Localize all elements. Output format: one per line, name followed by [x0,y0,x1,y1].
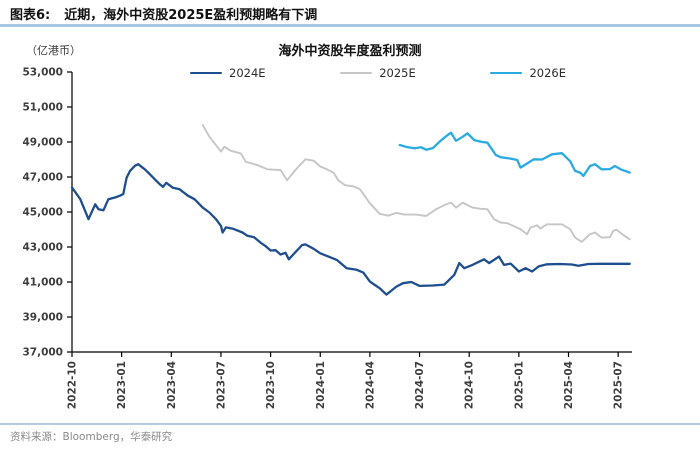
legend-label-2026e: 2026E [529,66,566,80]
series-line-2024E [70,163,631,296]
x-tick-label: 2023-10 [265,361,277,409]
source-note: 资料来源：Bloomberg，华泰研究 [10,431,173,443]
x-tick-label: 2023-01 [116,361,128,409]
legend-swatch-2024e-icon [190,71,222,75]
legend-swatch-2025e-icon [340,71,373,75]
y-tick-label: 41,000 [22,277,63,289]
figure-title: 近期，海外中资股2025E盈利预期略有下调 [64,8,318,23]
chart-legend: 2024E 2025E 2026E [190,66,566,80]
series-line-2026E [398,131,631,178]
y-tick-label: 43,000 [22,242,63,254]
series-line-2025E [201,124,631,243]
x-tick-label: 2024-10 [464,361,476,409]
legend-item-2024e: 2024E [190,66,266,80]
legend-swatch-2026e-icon [490,71,523,75]
x-tick-label: 2023-07 [215,361,227,409]
y-axis-unit-label: （亿港币） [26,44,81,57]
x-tick-label: 2025-07 [613,361,625,409]
chart-title: 海外中资股年度盈利预测 [278,44,422,59]
y-tick-label: 47,000 [22,172,63,184]
x-tick-label: 2024-01 [315,361,327,409]
x-tick-label: 2024-04 [364,361,376,409]
legend-item-2025e: 2025E [340,66,416,80]
y-tick-label: 51,000 [22,102,63,114]
x-tick-label: 2022-10 [67,361,79,409]
y-tick-label: 37,000 [22,347,63,359]
legend-label-2024e: 2024E [229,66,266,80]
legend-label-2025e: 2025E [379,66,416,80]
x-tick-label: 2025-01 [513,361,525,409]
figure-number: 图表6: [10,8,51,23]
figure-header: 图表6: 近期，海外中资股2025E盈利预期略有下调 [10,4,317,23]
x-tick-label: 2025-04 [563,361,575,409]
y-tick-label: 53,000 [22,67,63,79]
legend-item-2026e: 2026E [490,66,566,80]
y-tick-label: 39,000 [22,312,63,324]
footer-divider [0,423,700,425]
x-tick-label: 2023-04 [166,361,178,409]
x-tick-label: 2024-07 [414,361,426,409]
y-tick-label: 49,000 [22,137,63,149]
header-divider [0,24,700,27]
y-tick-label: 45,000 [22,207,63,219]
